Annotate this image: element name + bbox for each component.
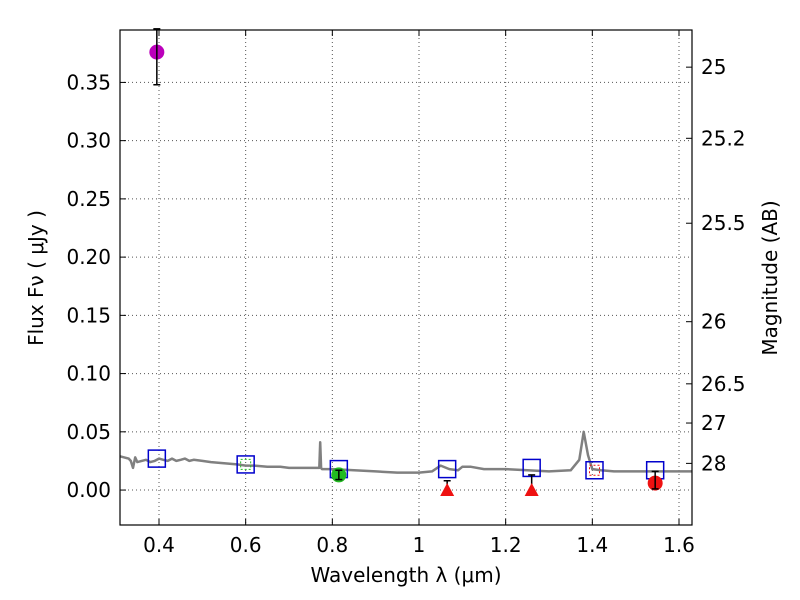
- y2-axis-label: Magnitude (AB): [758, 200, 782, 355]
- model-flux-square: [437, 459, 457, 479]
- y-tick-label: 0.10: [66, 362, 111, 386]
- y-tick-label: 0.00: [66, 478, 111, 502]
- y2-tick-label: 25.5: [701, 211, 746, 235]
- model-flux-square: [147, 449, 167, 468]
- y2-tick-label: 26.5: [701, 372, 746, 396]
- plot-frame: [119, 29, 693, 526]
- plot-area: [119, 28, 692, 497]
- x-tick-label: 0.8: [316, 533, 348, 557]
- y2-tick-label: 27: [701, 411, 726, 435]
- x-tick-label: 1: [413, 533, 426, 557]
- y2-tick-label: 25.2: [701, 126, 746, 150]
- y-tick-label: 0.05: [66, 420, 111, 444]
- y2-tick-label: 25: [701, 55, 726, 79]
- x-tick-label: 1.6: [663, 533, 695, 557]
- filter-overlay-marker: [240, 458, 252, 470]
- x-tick-label: 0.6: [230, 533, 262, 557]
- filter-overlay-marker: [589, 464, 600, 476]
- x-tick-label: 1.2: [490, 533, 522, 557]
- axes: 0.4 0.6 0.8 1 1.2 1.4 1.6 0.00 0.05 0.10 0.15 0.20 0…: [66, 30, 746, 557]
- y-tick-label: 0.15: [66, 303, 111, 327]
- y2-tick-label: 28: [701, 451, 726, 475]
- y-axis-label: Flux Fν ( μJy ): [24, 210, 48, 346]
- x-axis-label: Wavelength λ (μm): [310, 563, 501, 587]
- model-flux-square: [236, 455, 255, 474]
- upper-limit-triangle: [440, 483, 455, 497]
- template-spectrum-line: [119, 430, 692, 474]
- y-tick-label: 0.30: [66, 129, 111, 153]
- upper-limit-triangle: [524, 483, 539, 497]
- y2-tick-label: 26: [701, 310, 726, 334]
- model-flux-square: [585, 461, 604, 480]
- y-tick-label: 0.25: [66, 187, 111, 211]
- gridlines: [120, 30, 692, 525]
- x-tick-label: 0.4: [143, 533, 175, 557]
- y-tick-label: 0.20: [66, 245, 111, 269]
- y-tick-label: 0.35: [66, 70, 111, 94]
- x-tick-label: 1.4: [576, 533, 608, 557]
